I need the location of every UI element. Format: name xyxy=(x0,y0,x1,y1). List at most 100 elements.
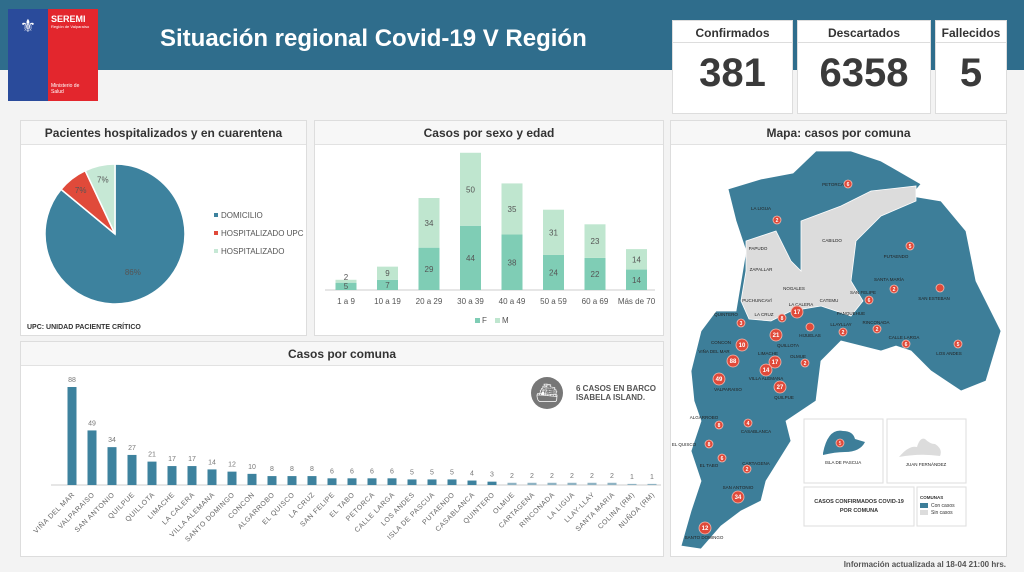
logo-name: SEREMI xyxy=(51,14,86,24)
ship-annotation: 6 CASOS EN BARCO ISABELA ISLAND. xyxy=(576,384,657,402)
bar xyxy=(587,482,597,485)
data-label: 12 xyxy=(228,462,236,469)
legend-label: DOMICILIO xyxy=(221,211,263,220)
data-label: 23 xyxy=(591,237,600,246)
data-label: 2 xyxy=(530,473,534,480)
case-marker xyxy=(772,215,782,225)
data-label: 29 xyxy=(425,265,434,274)
case-marker xyxy=(901,339,911,349)
data-label: 35 xyxy=(508,205,517,214)
comuna-label: PANQUEHUE xyxy=(837,311,865,316)
bar-segment xyxy=(584,257,606,290)
ship-icon: ⛴ xyxy=(531,377,563,409)
coat-of-arms-icon: ⚜ xyxy=(19,16,37,36)
x-tick-label: 10 a 19 xyxy=(374,297,401,306)
comuna-label: PUTAENDO xyxy=(884,254,909,259)
case-count: 49 xyxy=(716,377,723,383)
legend-swatch xyxy=(214,213,218,217)
case-marker xyxy=(953,339,963,349)
bar xyxy=(347,478,357,485)
comuna-label: CABILDO xyxy=(822,238,842,243)
case-count: 6 xyxy=(721,456,724,462)
data-label: 2 xyxy=(344,273,349,282)
case-marker xyxy=(838,327,848,337)
case-count: 4 xyxy=(747,421,750,427)
data-label: 5 xyxy=(450,469,454,476)
data-label: 1 xyxy=(630,474,634,481)
legend-label: F xyxy=(482,316,487,325)
bar-segment xyxy=(543,254,564,290)
comuna-label: SAN FELIPE xyxy=(850,290,876,295)
age-sex-chart: 52 1 a 9 7 9 10 a 19 29 34 20 a 29 44 50 30 a 39 38… xyxy=(325,152,656,325)
kpi-label: Confirmados xyxy=(673,21,792,43)
pie-data-label: 7% xyxy=(75,186,87,195)
comuna-label: SANTA MARÍA xyxy=(874,276,904,282)
map-caption: CASOS CONFIRMADOS COVID-19 xyxy=(814,499,904,505)
data-label: 8 xyxy=(310,466,314,473)
island-label: ISLA DE PASCUA xyxy=(825,460,861,465)
comuna-label: LA LIGUA xyxy=(751,206,771,211)
data-label: 1 xyxy=(650,474,654,481)
case-count: 2 xyxy=(842,330,845,336)
comuna-label: PAPUDO xyxy=(749,246,768,251)
comuna-label: QUILLOTA xyxy=(777,343,799,348)
legend-swatch xyxy=(214,231,218,235)
bar xyxy=(407,479,417,485)
comuna-label: ALGARROBO xyxy=(690,415,719,420)
bar xyxy=(287,476,297,485)
legend-swatch xyxy=(495,318,500,323)
data-label: 4 xyxy=(470,471,474,478)
case-marker xyxy=(889,284,899,294)
data-label: 14 xyxy=(632,276,641,285)
case-count: 2 xyxy=(746,467,749,473)
case-marker xyxy=(736,318,746,328)
data-label: 9 xyxy=(385,269,390,278)
data-label: 5 xyxy=(344,282,349,291)
bar xyxy=(307,476,317,485)
kpi-value: 381 xyxy=(699,51,766,95)
data-label: 2 xyxy=(550,473,554,480)
case-count: 27 xyxy=(777,385,784,391)
data-label: 88 xyxy=(68,377,76,384)
bar xyxy=(487,481,497,485)
pie-panel: Pacientes hospitalizados y en cuarentena… xyxy=(20,120,307,336)
case-count: 2 xyxy=(893,287,896,293)
comuna-label: LLAYLLAY xyxy=(830,322,851,327)
data-label: 34 xyxy=(425,219,434,228)
x-tick-label: 20 a 29 xyxy=(416,297,443,306)
bar xyxy=(127,454,137,485)
logo-ministry: Ministerio de Salud xyxy=(51,83,80,95)
pie-slice xyxy=(84,163,116,235)
data-label: 50 xyxy=(466,185,475,194)
data-label: 7 xyxy=(385,281,390,290)
x-tick-label: 30 a 39 xyxy=(457,297,484,306)
case-count: 8 xyxy=(781,316,784,322)
data-label: 8 xyxy=(290,466,294,473)
comuna-label: VALPARAISO xyxy=(714,387,742,392)
comuna-label: CATEMU xyxy=(820,298,839,303)
bar-segment xyxy=(377,266,398,280)
x-tick-label: 1 a 9 xyxy=(337,297,355,306)
comuna-label: EL QUISCO xyxy=(672,442,697,447)
map-caption: POR COMUNA xyxy=(840,508,878,514)
data-label: 10 xyxy=(248,464,256,471)
kpi-value: 6358 xyxy=(819,51,909,95)
comuna-label: NOGALES xyxy=(783,286,805,291)
data-label: 5 xyxy=(430,469,434,476)
bar xyxy=(627,483,637,485)
data-label: 31 xyxy=(549,228,558,237)
data-label: 6 xyxy=(330,468,334,475)
case-marker xyxy=(731,490,745,504)
comuna-label: PUCHUNCAVÍ xyxy=(742,297,772,303)
bar xyxy=(367,478,377,485)
pie-data-label: 7% xyxy=(97,175,109,184)
case-marker xyxy=(712,372,726,386)
x-tick-label: RINCONADA xyxy=(519,491,557,529)
bar xyxy=(87,430,97,485)
case-count: 5 xyxy=(909,244,912,250)
case-marker xyxy=(843,179,853,189)
case-count: 2 xyxy=(876,327,879,333)
bar xyxy=(607,482,617,485)
